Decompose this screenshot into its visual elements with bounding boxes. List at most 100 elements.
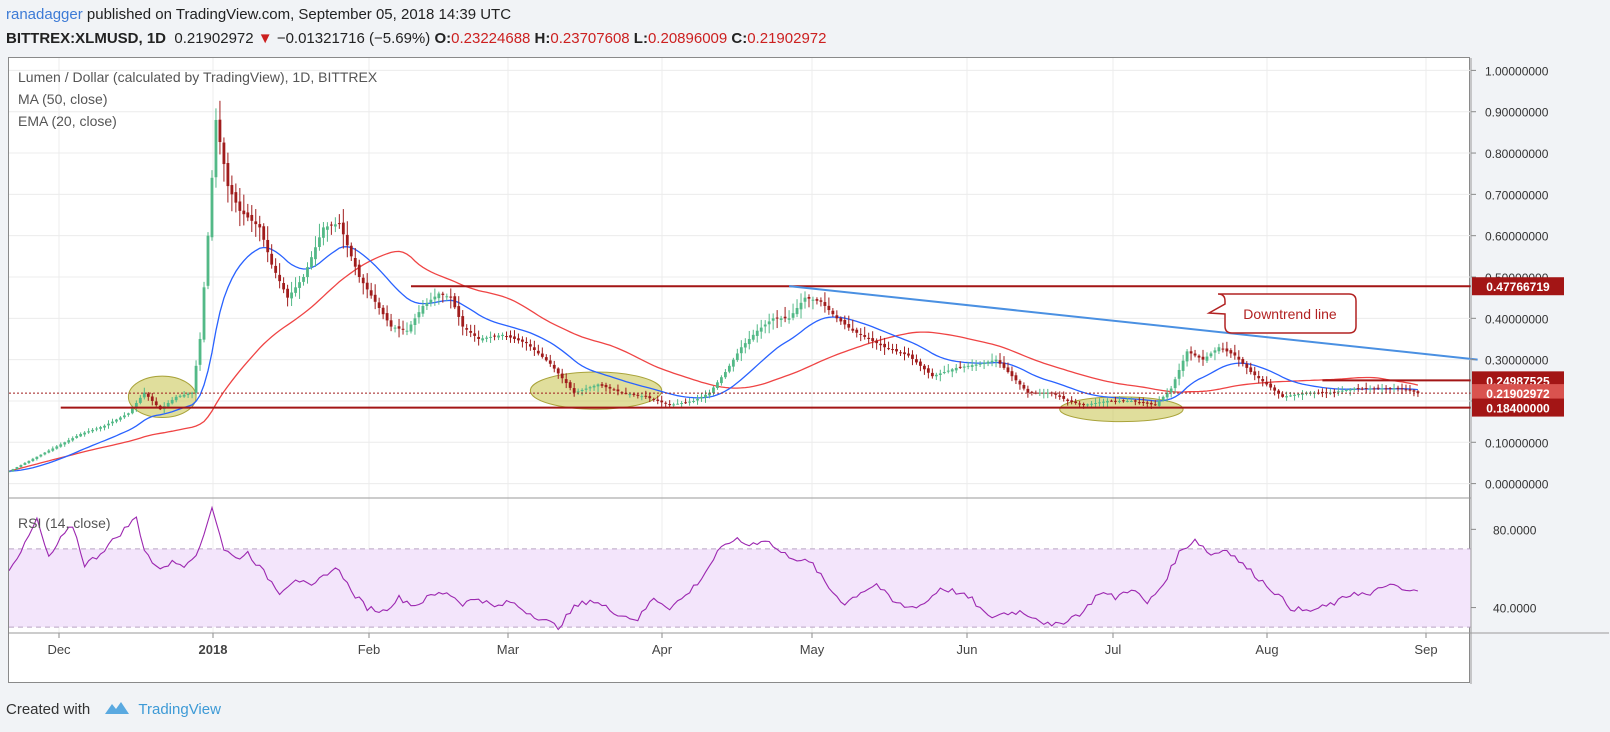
candle-body	[1014, 375, 1018, 381]
candle-body	[1416, 391, 1420, 394]
candle-body	[1078, 403, 1082, 405]
candle-body	[1098, 402, 1101, 404]
candle-body	[1026, 388, 1030, 393]
candle-body	[867, 337, 871, 339]
candle-body	[1348, 389, 1352, 391]
candle-body	[990, 360, 994, 363]
low-value: 0.20896009	[647, 30, 728, 47]
candle-body	[489, 336, 492, 338]
chart-svg[interactable]: Downtrend line 0.000000000.100000000.200…	[9, 58, 1609, 684]
candle-body	[696, 398, 699, 401]
candle-body	[1034, 392, 1038, 394]
candle-body	[640, 396, 644, 398]
candle-body	[266, 239, 270, 253]
candle-body	[290, 292, 293, 299]
candle-body	[739, 347, 743, 354]
candle-body	[1042, 392, 1046, 394]
candle-body	[823, 302, 827, 306]
candle-body	[907, 353, 910, 356]
ema20-line	[9, 246, 1418, 472]
candle-body	[1261, 379, 1265, 382]
high-label: H:	[534, 30, 551, 47]
date-tick-label: Jul	[1105, 642, 1122, 657]
candle-body	[998, 360, 1002, 364]
candle-body	[1125, 400, 1129, 402]
candle-body	[521, 339, 524, 342]
created-with-text: Created with	[6, 700, 91, 718]
price-tick-label: 0.00000000	[1485, 478, 1549, 492]
candle-body	[83, 432, 87, 435]
candle-body	[326, 226, 329, 230]
candle-body	[43, 452, 47, 455]
candle-body	[903, 352, 906, 355]
candle-body	[509, 335, 512, 338]
candle-body	[457, 306, 461, 317]
candle-body	[712, 387, 715, 393]
candle-body	[1010, 371, 1014, 377]
tradingview-link[interactable]: TradingView	[138, 700, 221, 718]
candle-body	[994, 359, 998, 362]
level-badge	[1472, 277, 1564, 296]
candle-body	[950, 369, 954, 372]
candle-body	[15, 467, 19, 470]
candle-body	[477, 336, 481, 339]
candle-body	[1340, 390, 1344, 392]
candle-body	[1201, 356, 1205, 360]
candle-body	[1129, 400, 1133, 402]
author-link[interactable]: ranadagger	[6, 6, 83, 23]
candle-body	[35, 456, 39, 459]
candle-body	[895, 349, 898, 352]
candle-body	[863, 335, 867, 337]
candle-body	[915, 359, 918, 363]
candle-body	[632, 393, 636, 395]
candle-body	[1237, 356, 1241, 360]
candle-body	[385, 313, 389, 321]
candle-body	[1062, 396, 1066, 399]
high-value: 0.23707608	[550, 30, 630, 47]
candle-body	[353, 258, 357, 267]
candle-body	[166, 403, 170, 407]
candle-body	[1225, 348, 1229, 352]
candle-body	[771, 318, 775, 321]
candle-body	[839, 318, 843, 322]
candle-body	[1153, 404, 1157, 406]
candle-body	[437, 293, 441, 299]
tradingview-cloud-icon[interactable]	[102, 699, 132, 721]
candle-body	[505, 336, 508, 338]
candle-body	[751, 334, 755, 340]
candle-body	[413, 318, 417, 325]
candle-body	[668, 404, 672, 406]
candle-body	[875, 340, 879, 344]
candle-body	[1392, 388, 1396, 390]
candle-body	[1245, 363, 1249, 368]
candle-body	[1161, 396, 1165, 401]
chart-panel[interactable]: Downtrend line 0.000000000.100000000.200…	[8, 57, 1609, 684]
candle-body	[1110, 400, 1113, 402]
candle-body	[1249, 367, 1253, 373]
candle-body	[453, 296, 457, 308]
candle-body	[572, 388, 576, 393]
candle-body	[692, 400, 695, 402]
candle-body	[254, 221, 258, 225]
candle-body	[329, 224, 333, 226]
date-tick-label: Sep	[1414, 642, 1437, 657]
candle-body	[799, 302, 803, 310]
candle-body	[656, 399, 660, 401]
candle-body	[1177, 369, 1181, 379]
candle-body	[1364, 388, 1368, 390]
candle-body	[298, 282, 301, 288]
candle-body	[278, 274, 282, 282]
level-label: 0.47766719	[1486, 280, 1550, 294]
price-tick-label: 0.40000000	[1485, 312, 1549, 326]
candle-body	[986, 361, 990, 364]
candle-body	[11, 469, 15, 472]
candle-body	[743, 343, 747, 348]
candle-body	[71, 438, 75, 441]
candle-body	[727, 365, 731, 372]
candle-body	[206, 235, 210, 286]
candle-body	[127, 413, 130, 415]
symbol-label: BITTREX:XLMUSD, 1D	[6, 30, 167, 47]
candle-body	[1404, 389, 1408, 391]
candle-body	[182, 394, 186, 397]
candle-body	[1372, 388, 1376, 390]
